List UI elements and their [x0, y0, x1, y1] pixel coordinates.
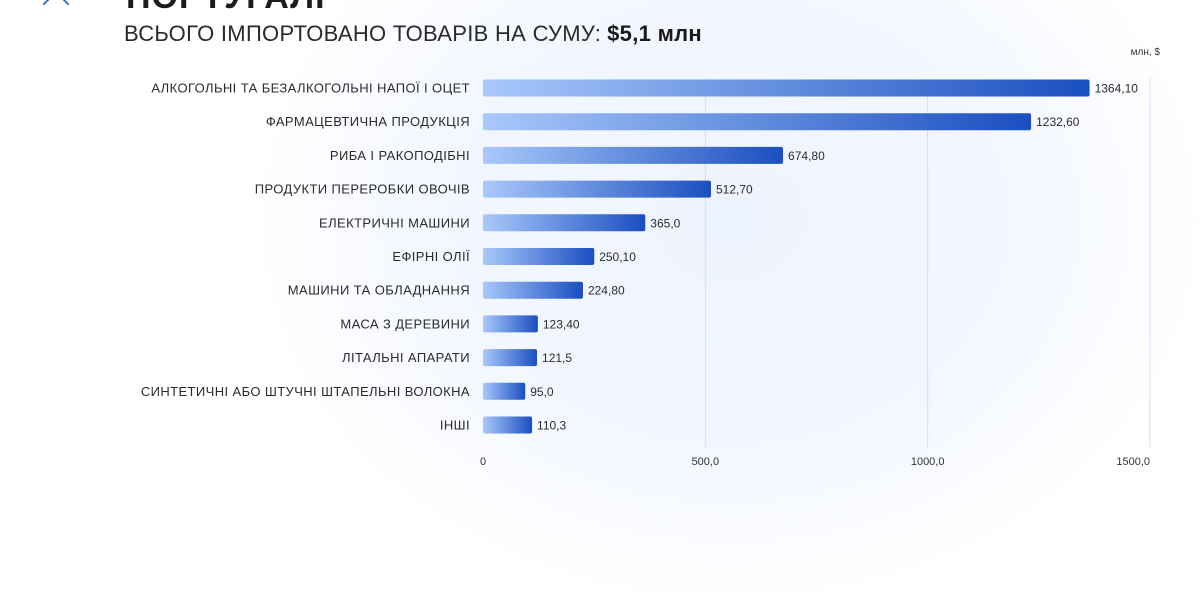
- unit-label: млн, $: [1130, 47, 1160, 58]
- value-label: 1364,10: [1095, 82, 1139, 96]
- value-label: 110,3: [537, 419, 566, 433]
- subtitle-prefix: ВСЬОГО ІМПОРТОВАНО ТОВАРІВ НА СУМУ:: [124, 21, 602, 46]
- category-label: МАСА З ДЕРЕВИНИ: [340, 316, 470, 331]
- value-label: 512,70: [716, 183, 753, 197]
- bar-chart: 0 500,0 1000,0 1500,0 АЛКОГОЛЬНІ ТА БЕЗАЛКОГ…: [141, 78, 1151, 469]
- category-label: ЕЛЕКТРИЧНІ МАШИНИ: [319, 215, 470, 230]
- bar: [483, 382, 526, 400]
- page-subtitle: ВСЬОГО ІМПОРТОВАНО ТОВАРІВ НА СУМУ: $5,1 …: [124, 21, 702, 47]
- category-label: ЛІТАЛЬНІ АПАРАТИ: [342, 350, 470, 365]
- value-label: 224,80: [588, 284, 625, 298]
- bar: [483, 248, 595, 265]
- bar: [483, 281, 583, 299]
- value-label: 95,0: [530, 385, 554, 399]
- x-tick-label: 500,0: [692, 456, 720, 468]
- bar: [483, 113, 1032, 131]
- value-label: 1232,60: [1036, 115, 1080, 129]
- value-label: 674,80: [788, 149, 825, 163]
- category-label: МАШИНИ ТА ОБЛАДНАННЯ: [288, 283, 470, 298]
- x-tick-label: 1000,0: [911, 456, 945, 468]
- bar: [483, 79, 1090, 97]
- bar: [483, 146, 784, 164]
- bar: [483, 214, 646, 232]
- bars: [483, 79, 1090, 434]
- bar: [483, 349, 538, 367]
- category-label: ФАРМАЦЕВТИЧНА ПРОДУКЦІЯ: [266, 114, 470, 129]
- category-label: ІНШІ: [440, 418, 470, 433]
- labels: 0 500,0 1000,0 1500,0 АЛКОГОЛЬНІ ТА БЕЗАЛКОГ…: [141, 81, 1150, 469]
- bar: [483, 416, 533, 434]
- category-label: ПРОДУКТИ ПЕРЕРОБКИ ОВОЧІВ: [255, 182, 470, 197]
- x-tick-label: 1500,0: [1116, 456, 1150, 468]
- page-title-partial: НОРТУГАЛІ: [126, 0, 326, 17]
- category-label: ЕФІРНІ ОЛІЇ: [392, 249, 470, 264]
- gridlines: [704, 78, 1151, 447]
- category-label: РИБА І РАКОПОДІБНІ: [330, 148, 470, 163]
- category-label: АЛКОГОЛЬНІ ТА БЕЗАЛКОГОЛЬНІ НАПОЇ І ОЦЕТ: [151, 81, 470, 96]
- value-label: 121,5: [542, 351, 572, 365]
- x-tick-label: 0: [480, 456, 486, 468]
- bar: [483, 315, 538, 333]
- subtitle-amount: $5,1 млн: [607, 21, 703, 46]
- value-label: 365,0: [650, 216, 680, 230]
- category-label: СИНТЕТИЧНІ АБО ШТУЧНІ ШТАПЕЛЬНІ ВОЛОКНА: [141, 384, 470, 399]
- value-label: 123,40: [543, 317, 580, 331]
- value-label: 250,10: [599, 250, 636, 264]
- bar: [483, 180, 711, 198]
